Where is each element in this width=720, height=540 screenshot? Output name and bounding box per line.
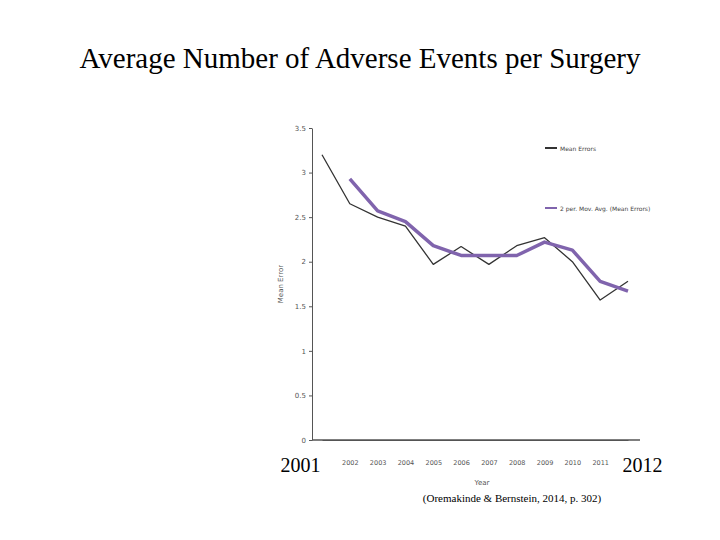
legend-swatch — [545, 147, 557, 149]
x-tick-label: 2012 — [623, 454, 663, 476]
title: Average Number of Adverse Events per Sur… — [79, 42, 641, 74]
y-axis: 0 0.5 1 1.5 2 2.5 3 3.5 — [295, 125, 313, 445]
x-tick: 2012 — [623, 440, 663, 476]
x-tick: 2005 — [425, 440, 442, 467]
x-tick: 2009 — [537, 440, 554, 467]
y-tick-label: 2 — [302, 258, 306, 266]
y-axis-title: Mean Error — [277, 265, 285, 303]
x-tick-label: 2010 — [565, 459, 582, 467]
legend-label: 2 per. Mov. Avg. (Mean Errors) — [560, 205, 650, 213]
x-tick-label: 2007 — [481, 459, 498, 467]
y-tick: 2 — [302, 258, 312, 266]
legend-label: Mean Errors — [560, 145, 596, 152]
x-tick-label: 2005 — [425, 459, 442, 467]
y-tick-label: 0 — [302, 437, 306, 445]
x-axis-title: Year — [474, 479, 490, 487]
y-tick-mark — [309, 351, 312, 352]
y-tick-mark — [309, 440, 312, 441]
x-tick-label: 2003 — [370, 459, 387, 467]
x-tick-label: 2009 — [537, 459, 554, 467]
y-tick-mark — [309, 395, 312, 396]
x-tick: 2008 — [509, 440, 526, 467]
x-tick-label: 2006 — [453, 459, 470, 467]
legend-swatch — [545, 207, 557, 209]
y-tick-mark — [309, 306, 312, 307]
y-tick-label: 3 — [302, 169, 306, 177]
x-tick-label: 2004 — [398, 459, 415, 467]
y-tick-mark — [309, 128, 312, 129]
y-tick: 3 — [302, 169, 312, 177]
y-tick: 1.5 — [295, 303, 312, 311]
x-tick: 2002 — [342, 440, 359, 467]
plot-area — [322, 155, 628, 300]
x-tick: 2004 — [398, 440, 415, 467]
chart: Average Number of Adverse Events per Sur… — [0, 0, 720, 540]
y-tick-label: 1 — [302, 348, 306, 356]
x-tick: 2010 — [565, 440, 582, 467]
series-line — [350, 179, 628, 291]
y-tick-label: 1.5 — [295, 303, 306, 311]
y-tick-mark — [309, 173, 312, 174]
y-tick-label: 3.5 — [295, 125, 306, 133]
x-tick-label: 2001 — [281, 454, 321, 476]
source: (Oremakinde & Bernstein, 2014, p. 302) — [423, 492, 602, 505]
x-tick-label: 2011 — [592, 459, 609, 467]
y-tick-label: 0.5 — [295, 392, 306, 400]
x-tick: 2007 — [481, 440, 498, 467]
x-tick-label: 2008 — [509, 459, 526, 467]
x-axis: 2001 2002 2003 2004 2005 2006 2007 2008 2009 2010… — [281, 440, 663, 476]
y-tick-label: 2.5 — [295, 214, 306, 222]
legend: Mean Errors 2 per. Mov. Avg. (Mean Errors… — [545, 145, 650, 213]
x-tick: 2001 — [281, 440, 323, 476]
y-tick: 0.5 — [295, 392, 312, 400]
x-tick: 2003 — [370, 440, 387, 467]
y-tick-mark — [309, 217, 312, 218]
y-tick-mark — [309, 262, 312, 263]
y-axis-line — [312, 129, 313, 441]
series-line — [322, 155, 628, 300]
x-tick: 2006 — [453, 440, 470, 467]
x-tick-label: 2002 — [342, 459, 359, 467]
x-baseline — [312, 439, 640, 441]
y-tick: 3.5 — [295, 125, 312, 133]
x-tick: 2011 — [592, 440, 609, 467]
y-tick: 0 — [302, 437, 312, 445]
y-tick: 1 — [302, 348, 312, 356]
y-tick: 2.5 — [295, 214, 312, 222]
